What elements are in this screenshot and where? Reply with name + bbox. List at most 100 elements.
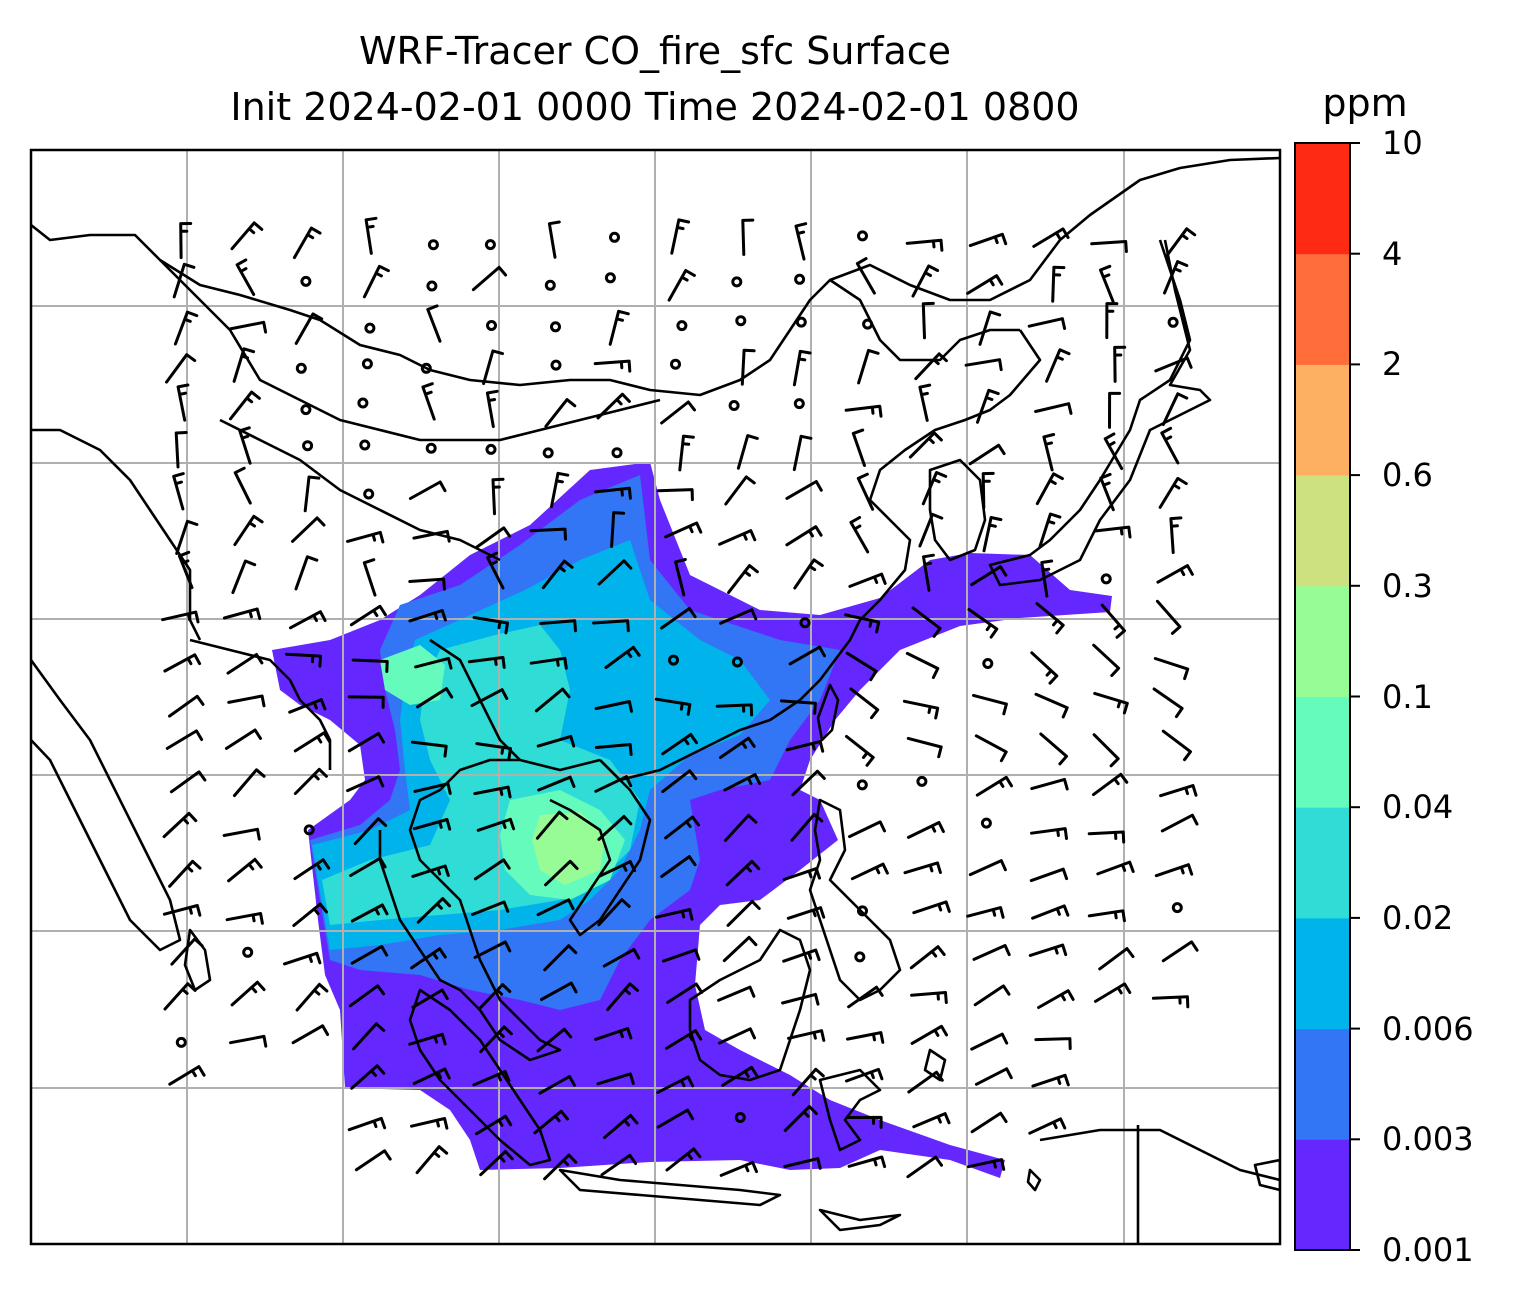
wind-barb	[1035, 472, 1064, 506]
wind-barb	[168, 859, 202, 888]
wind-barb	[596, 392, 631, 420]
wind-barb	[922, 553, 935, 592]
wind-barb	[966, 274, 1004, 295]
wind-barb	[482, 349, 504, 386]
wind-barb	[535, 810, 569, 840]
calm-wind-circle	[857, 230, 868, 242]
wind-barb	[845, 1115, 883, 1129]
calm-wind-circle	[426, 280, 438, 292]
wind-barb	[918, 383, 932, 422]
wind-barb	[362, 264, 390, 299]
wind-barb	[349, 604, 387, 627]
wind-barb	[905, 238, 944, 252]
wind-barb	[477, 983, 512, 1011]
wind-barb	[910, 991, 948, 1004]
calm-wind-circle	[303, 824, 315, 836]
plume-level-6	[532, 812, 605, 885]
wind-barb	[408, 609, 447, 623]
wind-barb	[416, 897, 452, 924]
wind-barb	[656, 1108, 695, 1129]
wind-barb	[906, 736, 943, 759]
border-himalaya	[219, 418, 501, 562]
calm-wind-circle	[542, 447, 554, 459]
wind-barb	[1152, 687, 1184, 719]
calm-wind-circle	[359, 439, 371, 451]
coast-sulawesi	[818, 1068, 882, 1152]
wind-barb	[602, 947, 641, 968]
wind-barb	[781, 992, 820, 1006]
wind-barb	[228, 320, 268, 334]
wind-barb	[1035, 602, 1065, 635]
calm-wind-circle	[795, 316, 807, 328]
wind-barb	[347, 1116, 387, 1132]
wind-barb	[905, 651, 940, 679]
wind-barb	[168, 694, 205, 718]
wind-barb	[1028, 943, 1068, 957]
colorbar-tick-label: 0.1	[1382, 677, 1433, 716]
wind-barb	[1099, 472, 1115, 512]
wind-barb	[966, 1158, 1006, 1171]
wind-barb	[606, 982, 639, 1012]
coast-asia-mainland	[31, 156, 1280, 397]
wind-barb	[222, 607, 262, 621]
wind-barb	[978, 310, 1002, 346]
wind-barb	[473, 785, 512, 799]
wind-barb	[227, 857, 263, 883]
calm-wind-circle	[175, 1036, 187, 1048]
wind-barb	[848, 572, 887, 588]
calm-wind-circle	[916, 775, 928, 787]
coast-japan	[988, 239, 1212, 587]
wind-barb	[736, 434, 759, 470]
wind-barb	[541, 559, 574, 590]
wind-barb	[471, 265, 508, 292]
wind-barb	[225, 912, 264, 925]
calm-wind-circle	[799, 617, 811, 629]
wind-barb	[719, 1160, 758, 1177]
wind-barb	[289, 610, 327, 630]
wind-barb	[921, 301, 935, 340]
wind-barb	[172, 262, 196, 299]
wind-barb	[845, 1067, 884, 1083]
calm-wind-circle	[982, 658, 994, 669]
wind-barb	[175, 519, 199, 555]
wind-barb	[412, 529, 451, 543]
wind-barb	[283, 951, 322, 966]
wind-barb	[174, 431, 188, 469]
wind-barb	[654, 697, 692, 716]
coast-vietnam	[549, 759, 652, 937]
calm-wind-circle	[676, 320, 688, 332]
wind-barb	[785, 740, 825, 753]
wind-barb	[1042, 433, 1056, 472]
wind-barb	[664, 815, 701, 840]
wind-barb	[346, 530, 385, 544]
wind-barb	[293, 731, 331, 753]
wind-barb	[536, 898, 575, 917]
wind-barb	[225, 728, 262, 750]
map-title-line-2: Init 2024-02-01 0000 Time 2024-02-01 080…	[230, 85, 1080, 129]
colorbar-tick-label: 0.04	[1382, 788, 1454, 827]
wind-barb	[1030, 777, 1069, 791]
colorbar-tick-label: 0.003	[1382, 1120, 1474, 1159]
calm-wind-circle	[363, 488, 375, 500]
wind-barb	[972, 944, 1011, 961]
wind-barb	[1161, 392, 1189, 426]
wind-barb	[665, 1029, 703, 1050]
wind-barb	[1165, 227, 1197, 258]
wind-barb	[847, 985, 884, 1009]
wind-barb	[665, 1147, 702, 1172]
wind-barb	[783, 1157, 822, 1170]
wind-barb	[351, 658, 389, 673]
wind-barb	[740, 348, 756, 386]
wind-barb	[968, 443, 1006, 466]
wind-barb	[661, 733, 698, 756]
wind-barb	[550, 471, 570, 509]
wind-barb	[172, 472, 185, 511]
wind-barb	[857, 348, 880, 385]
wind-barb	[973, 984, 1011, 1007]
wind-barb	[534, 687, 571, 713]
calm-wind-circle	[728, 400, 740, 411]
wind-barb	[467, 656, 506, 669]
wind-barb	[594, 775, 633, 793]
wind-barb	[543, 1153, 578, 1181]
colorbar-band	[1295, 364, 1350, 476]
